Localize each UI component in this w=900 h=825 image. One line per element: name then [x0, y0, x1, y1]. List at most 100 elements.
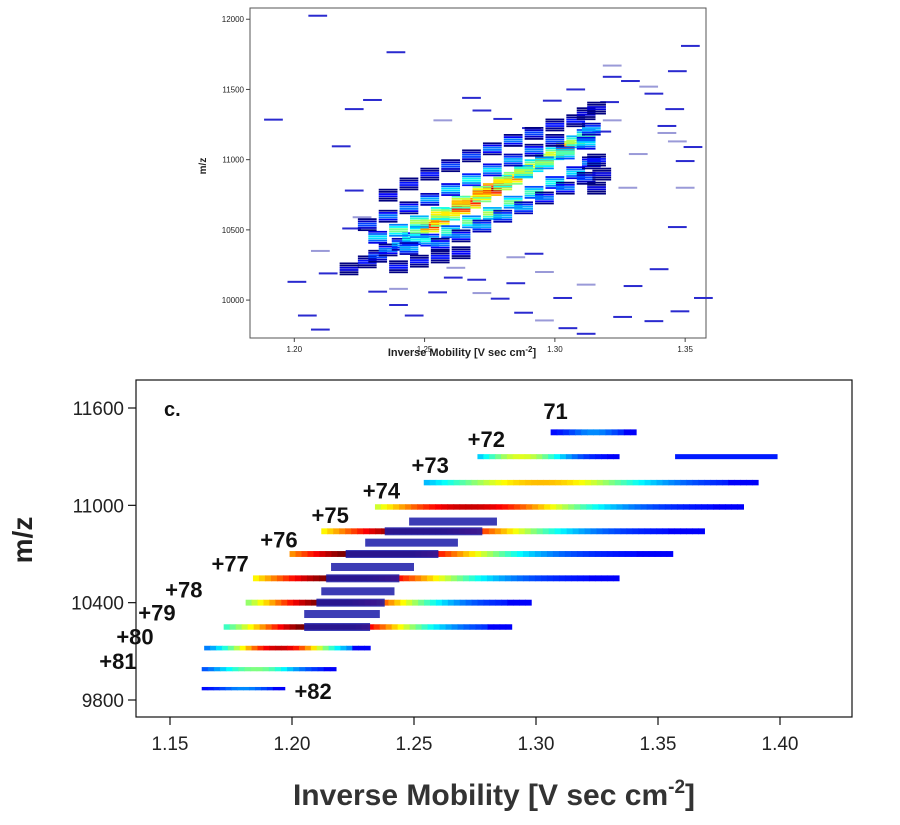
charge-row-segment: [424, 599, 431, 606]
charge-row-segment: [513, 479, 520, 486]
heat-cell: [555, 181, 575, 184]
charge-row-segment: [582, 551, 590, 557]
charge-row-segment: [364, 645, 371, 651]
heat-cell: [472, 219, 492, 222]
sparse-cell: [675, 186, 695, 189]
heat-cell: [592, 172, 612, 174]
charge-row-segment: [486, 575, 494, 582]
heat-cell: [576, 137, 596, 140]
heat-cell: [462, 182, 481, 184]
sparse-cell: [644, 320, 664, 323]
heat-cell: [357, 257, 377, 260]
heat-cell: [576, 107, 596, 110]
charge-row-segment: [423, 479, 431, 486]
sparse-cell: [462, 96, 481, 99]
charge-row-segment: [399, 504, 406, 510]
heat-cell: [409, 256, 429, 259]
heat-cell: [535, 156, 554, 159]
charge-row-segment: [634, 504, 642, 510]
heat-cell: [493, 176, 513, 179]
charge-row-segment: [300, 575, 308, 582]
heat-cell: [420, 176, 440, 179]
plot-frame-a: [249, 7, 707, 339]
charge-row-segment: [482, 528, 490, 535]
charge-row-segment: [596, 528, 604, 535]
heat-cell: [462, 200, 481, 202]
charge-state-label: +76: [260, 527, 297, 552]
heat-cell: [420, 197, 440, 200]
charge-row-segment: [620, 528, 628, 535]
charge-row-segment: [241, 624, 249, 630]
charge-row-segment: [504, 575, 512, 582]
charge-row-segment: [594, 551, 602, 557]
charge-row-segment: [522, 551, 530, 557]
heat-cell: [555, 155, 575, 158]
charge-row-segment: [412, 599, 419, 606]
charge-state-label: +78: [165, 578, 202, 603]
charge-row-segment: [243, 686, 250, 691]
heat-cell: [409, 225, 429, 228]
heat-cell: [482, 209, 502, 212]
charge-row-segment: [264, 575, 272, 582]
charge-row-segment: [494, 528, 502, 535]
charge-row-segment: [540, 575, 548, 582]
charge-row-segment: [216, 645, 223, 651]
heat-cell: [378, 193, 398, 195]
charge-row-segment: [487, 551, 494, 557]
heat-cell: [339, 273, 359, 276]
core-band: [304, 610, 380, 619]
charge-row-segment: [552, 575, 560, 582]
heat-cell: [420, 172, 440, 174]
heat-cell: [378, 195, 398, 198]
charge-row-segment: [516, 575, 524, 582]
sparse-cell: [310, 249, 330, 252]
charge-row-segment: [257, 599, 265, 606]
heat-cell: [535, 200, 554, 203]
charge-row-segment: [430, 599, 437, 606]
charge-row-segment: [451, 624, 459, 630]
x-tick-label-b: 1.35: [640, 734, 677, 755]
heat-cell: [524, 192, 544, 195]
charge-row-segment: [266, 686, 274, 691]
core-band: [384, 527, 483, 536]
charge-row-segment: [293, 599, 300, 606]
heat-cell: [441, 225, 461, 228]
charge-row-segment: [483, 504, 491, 510]
charge-row-segment: [512, 528, 520, 535]
charge-row-segment: [244, 667, 252, 672]
heat-cell: [441, 227, 461, 230]
charge-row-segment: [544, 504, 551, 510]
charge-row-segment: [417, 504, 424, 510]
heat-cell: [514, 212, 533, 215]
charge-row-segment: [480, 575, 488, 582]
charge-row-segment: [219, 686, 227, 691]
heat-cell: [524, 196, 544, 199]
heat-cell: [514, 175, 533, 178]
heat-cell: [545, 182, 565, 185]
heat-cell: [430, 242, 450, 245]
heat-cell: [514, 208, 533, 210]
charge-row-segment: [662, 528, 670, 535]
charge-row-segment: [282, 575, 290, 582]
charge-row-segment: [499, 551, 506, 557]
heat-cell: [451, 208, 471, 210]
heat-cell: [524, 190, 544, 193]
x-tick-label-a: 1.30: [547, 345, 563, 354]
charge-row-segment: [607, 454, 614, 460]
charge-row-segment: [560, 528, 568, 535]
charge-row-segment: [581, 429, 588, 436]
charge-row-segment: [500, 528, 508, 535]
chart-a: 1.20 1.25 1.30 1.35 10000 10500 11000 11500 120…: [198, 7, 713, 359]
heat-cell: [545, 127, 565, 130]
charge-row-segment: [704, 479, 711, 486]
charge-row-segment: [519, 504, 527, 510]
heat-cell: [462, 156, 481, 158]
heat-cell: [420, 167, 440, 170]
charge-row-segment: [207, 686, 215, 691]
heat-cell: [587, 155, 606, 158]
charge-row-segment: [518, 454, 526, 460]
x-tick-label-b: 1.25: [396, 734, 433, 755]
sparse-cell: [433, 119, 453, 122]
charge-row-segment: [562, 504, 569, 510]
heat-cell: [576, 174, 596, 176]
